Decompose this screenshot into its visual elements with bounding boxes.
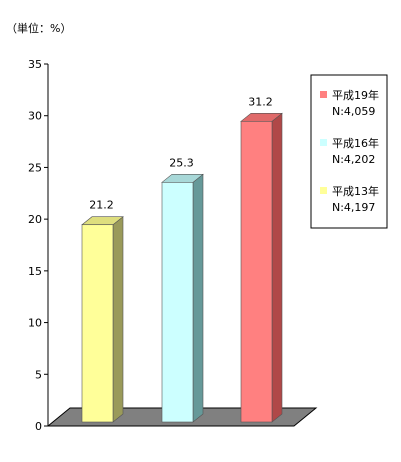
- data-label: 21.2: [89, 199, 114, 212]
- y-tick-label: 30: [28, 110, 42, 123]
- legend-item: 平成16年 N:4,202: [320, 136, 379, 166]
- bar-side: [192, 173, 204, 423]
- legend-count: N:4,197: [332, 201, 375, 214]
- data-labels: 21.2 25.3 31.2: [89, 95, 273, 211]
- bar: [81, 216, 124, 423]
- y-tick-label: 5: [35, 368, 42, 381]
- legend-swatch: [320, 139, 327, 146]
- bar-side: [271, 112, 283, 423]
- bar-front: [81, 224, 114, 423]
- legend-name: 平成19年: [332, 88, 379, 102]
- legend-box: [310, 74, 388, 229]
- bar: [161, 173, 204, 423]
- unit-label: （単位：%）: [6, 21, 71, 35]
- bars: [81, 112, 283, 423]
- data-label: 25.3: [169, 156, 194, 169]
- bar-side: [112, 216, 124, 423]
- data-label: 31.2: [248, 95, 273, 108]
- y-tick-label: 10: [28, 317, 42, 330]
- legend-item: 平成19年 N:4,059: [320, 88, 379, 118]
- y-tick-label: 25: [28, 161, 42, 174]
- y-tick-label: 15: [28, 265, 42, 278]
- y-axis: 0 5 10 15 20 25 30 35: [28, 58, 49, 433]
- y-tick-label: 20: [28, 213, 42, 226]
- legend-count: N:4,202: [332, 153, 375, 166]
- legend-item: 平成13年 N:4,197: [320, 184, 379, 214]
- legend-swatch: [320, 91, 327, 98]
- y-tick-label: 35: [28, 58, 42, 71]
- bar: [240, 112, 283, 423]
- legend-name: 平成13年: [332, 184, 379, 198]
- legend-count: N:4,059: [332, 105, 375, 118]
- bar-front: [161, 182, 194, 423]
- bar-front: [240, 121, 273, 423]
- y-tick-label: 0: [35, 420, 42, 433]
- legend-name: 平成16年: [332, 136, 379, 150]
- legend: 平成19年 N:4,059 平成16年 N:4,202 平成13年 N:4,197: [310, 74, 388, 229]
- legend-swatch: [320, 187, 327, 194]
